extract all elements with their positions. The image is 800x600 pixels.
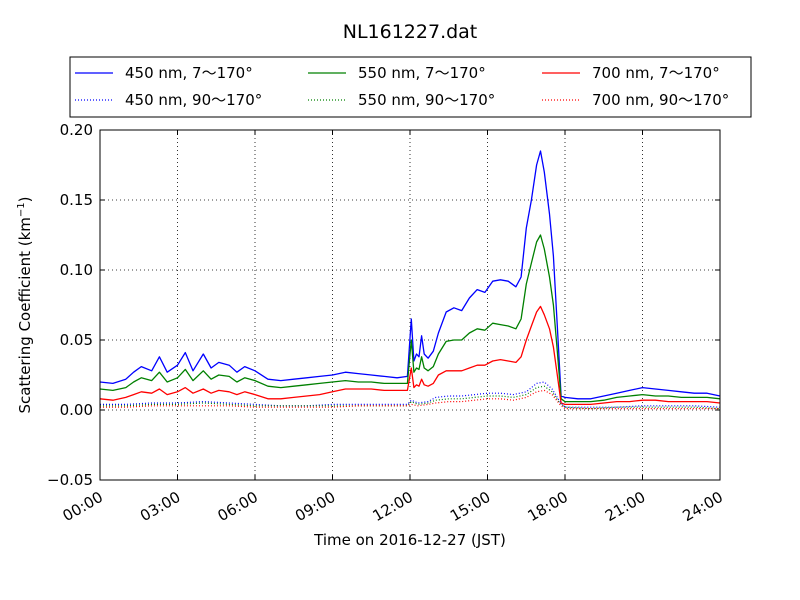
y-axis-title-sup: −1 bbox=[16, 202, 27, 217]
series-line-1 bbox=[99, 150, 721, 400]
x-tick-label: 09:00 bbox=[292, 488, 338, 525]
x-tick-label: 12:00 bbox=[370, 488, 416, 525]
y-tick-label: 0.15 bbox=[60, 191, 93, 209]
chart-title: NL161227.dat bbox=[343, 21, 478, 43]
x-tick-label: 21:00 bbox=[602, 488, 648, 525]
series-line-2 bbox=[99, 234, 721, 403]
x-tick-label: 15:00 bbox=[447, 488, 493, 525]
y-axis-title-main: Scattering Coefficient (km bbox=[16, 217, 34, 413]
legend-label: 450 nm, 90～170° bbox=[125, 91, 262, 109]
grid bbox=[100, 130, 720, 480]
plot-background bbox=[100, 130, 720, 480]
x-tick-label: 24:00 bbox=[680, 488, 726, 525]
y-tick-label: 0.20 bbox=[60, 121, 93, 139]
y-tick-label: 0.10 bbox=[60, 261, 93, 279]
x-tick-label: 03:00 bbox=[137, 488, 183, 525]
x-axis-title: Time on 2016-12-27 (JST) bbox=[313, 531, 506, 549]
series-line-3 bbox=[99, 305, 721, 406]
legend-label: 450 nm, 7～170° bbox=[125, 64, 253, 82]
legend-label: 700 nm, 7～170° bbox=[592, 64, 720, 82]
y-axis-title-close: ) bbox=[16, 196, 34, 202]
y-tick-label: 0.00 bbox=[60, 401, 93, 419]
legend: 450 nm, 7～170° 550 nm, 7～170° 700 nm, 7～17… bbox=[69, 56, 752, 118]
y-tick-label: −0.05 bbox=[47, 471, 93, 489]
series-line-6 bbox=[100, 389, 720, 410]
legend-frame bbox=[69, 56, 752, 118]
legend-label: 700 nm, 90～170° bbox=[592, 91, 729, 109]
x-tick-label: 00:00 bbox=[60, 488, 106, 525]
legend-label: 550 nm, 90～170° bbox=[358, 91, 495, 109]
series-layer bbox=[99, 150, 721, 410]
x-tick-label: 06:00 bbox=[215, 488, 261, 525]
legend-label: 550 nm, 7～170° bbox=[358, 64, 486, 82]
x-tick-label: 18:00 bbox=[525, 488, 571, 525]
plot-area: 00:00 03:00 06:00 09:00 12:00 15:00 18:00 21:00… bbox=[47, 121, 726, 525]
y-tick-label: 0.05 bbox=[60, 331, 93, 349]
y-axis-title: Scattering Coefficient (km−1) bbox=[16, 196, 34, 413]
